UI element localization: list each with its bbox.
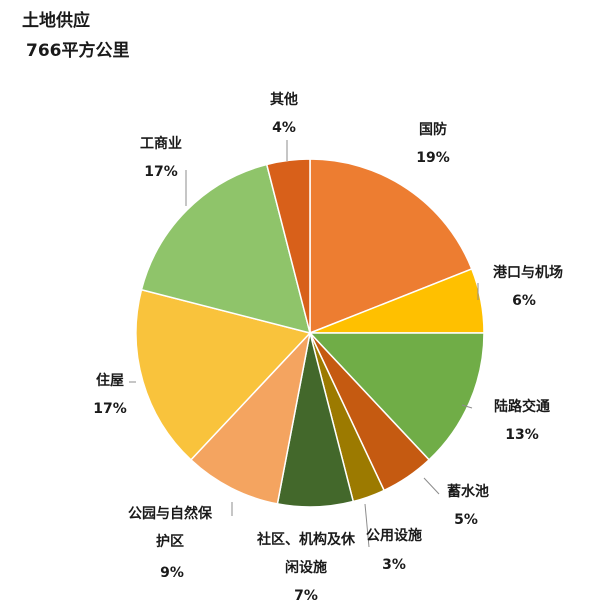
slice-label: 公用设施 xyxy=(366,527,422,544)
slice-percent-label: 19% xyxy=(416,150,450,166)
pie-slice xyxy=(265,158,311,334)
chart-subtitle: 766平方公里 xyxy=(26,41,130,61)
leader-line xyxy=(364,503,370,548)
slice-label: 社区、机构及休闲设施 xyxy=(256,531,356,576)
chart-title-block: 土地供应 766平方公里 xyxy=(22,6,130,66)
slice-label: 陆路交通 xyxy=(494,398,550,415)
slice-label: 其他 xyxy=(270,91,298,108)
slice-label: 公园与自然保护区 xyxy=(128,505,213,550)
slice-label: 住屋 xyxy=(96,372,124,389)
chart-title: 土地供应 xyxy=(22,11,90,31)
slice-percent-label: 9% xyxy=(160,565,184,581)
slice-percent-label: 13% xyxy=(505,427,539,443)
slice-percent-label: 6% xyxy=(512,293,536,309)
slice-percent-label: 7% xyxy=(294,588,318,604)
pie-slices xyxy=(135,158,485,508)
pie-slice xyxy=(308,332,485,461)
slice-percent-label: 17% xyxy=(144,164,178,180)
slice-labels: 国防 19% 港口与机场 6% 陆路交通 13% 蓄水池 5% 公用设施 3% 社区、机构及休闲设施… xyxy=(93,91,563,604)
slice-label: 蓄水池 xyxy=(447,483,489,500)
slice-percent-label: 4% xyxy=(272,120,296,136)
pie-slice xyxy=(189,330,312,505)
slice-percent-label: 5% xyxy=(454,512,478,528)
leader-line xyxy=(461,404,473,409)
slice-label: 工商业 xyxy=(140,135,182,152)
slice-percent-label: 3% xyxy=(382,557,406,573)
slice-percent-label: 17% xyxy=(93,401,127,417)
slice-label: 港口与机场 xyxy=(493,264,563,281)
slice-label: 国防 xyxy=(419,121,447,138)
pie-slice xyxy=(135,288,312,461)
pie-slice xyxy=(309,158,473,335)
leader-lines xyxy=(129,140,479,548)
leader-line xyxy=(423,477,440,495)
pie-slice xyxy=(140,163,312,335)
